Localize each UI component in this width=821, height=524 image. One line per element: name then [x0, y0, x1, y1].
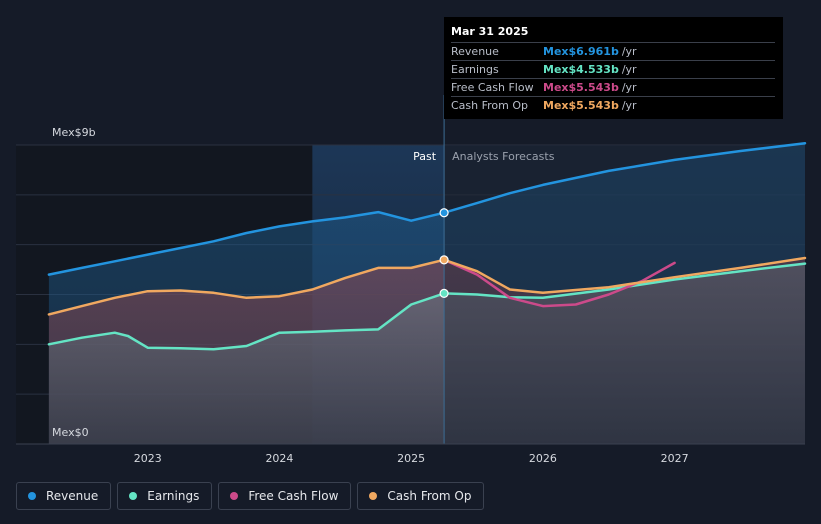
legend-item-cash-from-op[interactable]: Cash From Op: [357, 482, 485, 510]
legend-item-free-cash-flow[interactable]: Free Cash Flow: [218, 482, 352, 510]
tooltip-value: Mex$5.543b: [543, 99, 619, 112]
legend-label: Revenue: [46, 489, 99, 503]
earnings-marker: [439, 288, 449, 299]
x-tick-label: 2025: [397, 452, 425, 465]
earnings-line: [47, 262, 807, 351]
past-label: Past: [413, 150, 437, 163]
x-tick-label: 2024: [265, 452, 293, 465]
legend-dot-icon: [129, 492, 138, 500]
tooltip-value: Mex$4.533b: [543, 63, 619, 76]
x-tick-label: 2023: [134, 452, 162, 465]
tooltip-label: Earnings: [451, 63, 499, 76]
revenue-line: [47, 142, 807, 276]
earnings-area: [48, 263, 805, 444]
tooltip: Mar 31 2025 Revenue Mex$6.961b /yr Earni…: [444, 17, 783, 119]
analysts-forecasts-label: Analysts Forecasts: [452, 150, 555, 163]
legend-dot-icon: [230, 492, 239, 500]
legend-item-revenue[interactable]: Revenue: [16, 482, 112, 510]
tooltip-row-revenue: Revenue Mex$6.961b /yr: [451, 42, 775, 60]
y-axis-bottom-label: Mex$0: [52, 426, 89, 439]
tooltip-unit: /yr: [621, 63, 637, 76]
x-tick-label: 2027: [661, 452, 689, 465]
tooltip-unit: /yr: [621, 45, 637, 58]
cash-from-op-line: [47, 256, 807, 316]
legend-dot-icon: [369, 492, 378, 500]
legend-item-earnings[interactable]: Earnings: [117, 482, 213, 510]
forecast-overlay: [444, 145, 805, 444]
y-axis-top-label: Mex$9b: [52, 126, 96, 139]
legend-dot-icon: [28, 492, 36, 500]
legend-label: Free Cash Flow: [248, 489, 339, 503]
tooltip-row-free-cash-flow: Free Cash Flow Mex$5.543b /yr: [451, 78, 775, 96]
revenue-marker: [439, 208, 449, 218]
cash-from-op-marker: [439, 255, 449, 265]
tooltip-value: Mex$5.543b: [543, 81, 619, 94]
tooltip-row-earnings: Earnings Mex$4.533b /yr: [451, 60, 775, 78]
tooltip-label: Free Cash Flow: [451, 81, 534, 94]
x-tick-label: 2026: [529, 452, 557, 465]
legend: Revenue Earnings Free Cash Flow Cash Fro…: [16, 482, 485, 510]
tooltip-value: Mex$6.961b: [543, 45, 619, 58]
tooltip-label: Revenue: [451, 45, 499, 58]
tooltip-label: Cash From Op: [451, 99, 529, 112]
tooltip-unit: /yr: [621, 99, 637, 112]
tooltip-unit: /yr: [621, 81, 637, 94]
legend-label: Cash From Op: [387, 489, 472, 503]
tooltip-date: Mar 31 2025: [451, 25, 529, 38]
tooltip-row-cash-from-op: Cash From Op Mex$5.543b /yr: [451, 96, 775, 114]
legend-label: Earnings: [147, 489, 200, 503]
